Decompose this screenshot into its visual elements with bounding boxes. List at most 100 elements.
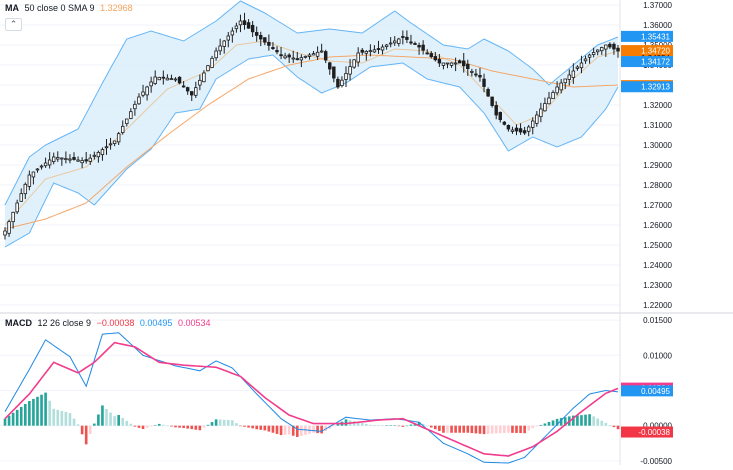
macd-histogram-bar bbox=[214, 419, 218, 426]
candle-body bbox=[291, 57, 295, 60]
macd-legend-signal-value: 0.00534 bbox=[177, 318, 211, 328]
macd-histogram-bar bbox=[442, 425, 445, 433]
macd-histogram-bar bbox=[515, 425, 518, 433]
candle-body bbox=[214, 50, 218, 59]
candle-body bbox=[360, 49, 364, 53]
candle-body bbox=[104, 146, 109, 149]
candle-body bbox=[177, 76, 182, 84]
macd-histogram-bar bbox=[555, 418, 559, 426]
candle-body bbox=[287, 54, 291, 58]
price-axis-tick: 1.22000 bbox=[643, 301, 672, 310]
macd-histogram-bar bbox=[458, 425, 461, 433]
price-axis-tick: 1.32000 bbox=[643, 101, 672, 110]
candle-body bbox=[259, 34, 263, 40]
price-label: 1.32913 bbox=[641, 83, 670, 92]
candle-body bbox=[263, 37, 267, 43]
candle-body bbox=[100, 149, 105, 156]
candle-body bbox=[579, 62, 584, 69]
candle-body bbox=[486, 89, 490, 97]
candle-body bbox=[526, 126, 531, 132]
candle-body bbox=[242, 20, 247, 25]
price-label: 1.35431 bbox=[641, 32, 670, 41]
candle-body bbox=[417, 44, 421, 48]
macd-histogram-bar bbox=[88, 425, 92, 434]
macd-histogram-bar bbox=[373, 425, 376, 426]
candle-body bbox=[121, 125, 125, 133]
candle-body bbox=[535, 114, 539, 124]
candle-body bbox=[307, 54, 312, 57]
price-label: 1.34720 bbox=[641, 47, 670, 56]
macd-histogram-bar bbox=[247, 425, 250, 428]
macd-histogram-bar bbox=[507, 425, 510, 433]
price-label-bg bbox=[621, 81, 673, 93]
candle-body bbox=[116, 133, 121, 143]
macd-histogram-bar bbox=[145, 425, 149, 428]
macd-histogram-bar bbox=[80, 425, 84, 435]
candle-body bbox=[380, 46, 385, 51]
candle-body bbox=[571, 70, 576, 78]
candle-body bbox=[283, 55, 287, 59]
macd-histogram-bar bbox=[68, 413, 72, 426]
candle-body bbox=[206, 65, 210, 72]
macd-histogram-bar bbox=[312, 425, 315, 433]
candle-body bbox=[482, 78, 486, 87]
candle-body bbox=[559, 82, 563, 91]
candle-body bbox=[539, 108, 543, 118]
macd-histogram-bar bbox=[389, 425, 392, 426]
candle-body bbox=[27, 174, 32, 187]
macd-legend-hist-value: −0.00038 bbox=[96, 318, 135, 328]
candle-body bbox=[279, 54, 283, 57]
macd-histogram-bar bbox=[56, 409, 60, 426]
macd-histogram-bar bbox=[425, 425, 429, 427]
price-axis-tick: 1.29000 bbox=[643, 161, 672, 170]
candle-body bbox=[84, 159, 88, 162]
candle-body bbox=[250, 24, 255, 33]
macd-label-bg bbox=[621, 385, 673, 397]
candle-body bbox=[96, 152, 101, 158]
price-axis-tick: 1.36000 bbox=[643, 21, 672, 30]
price-legend: MA 50 close 0 SMA 9 1.32968 bbox=[5, 3, 136, 13]
bollinger-fill bbox=[5, 1, 618, 247]
macd-histogram-bar bbox=[462, 425, 466, 433]
candle-body bbox=[409, 41, 413, 44]
macd-histogram-bar bbox=[271, 425, 275, 433]
candle-body bbox=[462, 60, 466, 67]
macd-histogram-bar bbox=[32, 398, 35, 426]
macd-histogram-bar bbox=[121, 417, 125, 426]
macd-histogram-bar bbox=[401, 425, 405, 427]
macd-histogram-bar bbox=[446, 425, 449, 433]
candle-body bbox=[575, 66, 580, 69]
macd-histogram-bar bbox=[235, 423, 238, 426]
bollinger-upper bbox=[4, 0, 619, 206]
chevron-up-icon[interactable]: ⌃ bbox=[5, 18, 22, 31]
macd-histogram-bar bbox=[190, 425, 194, 430]
candle-body bbox=[234, 25, 239, 30]
macd-histogram-bar bbox=[584, 414, 587, 426]
candle-body bbox=[246, 22, 251, 29]
macd-histogram-bar bbox=[28, 401, 31, 426]
candle-body bbox=[133, 103, 137, 110]
macd-histogram-bar bbox=[48, 400, 51, 426]
candle-body bbox=[275, 49, 279, 53]
signal-line bbox=[4, 341, 619, 457]
macd-histogram-bar bbox=[97, 414, 100, 426]
candle-body bbox=[587, 54, 592, 58]
macd-histogram-bar bbox=[474, 425, 478, 434]
candle-body bbox=[328, 62, 332, 70]
macd-histogram-bar bbox=[486, 425, 490, 434]
candle-body bbox=[332, 66, 336, 79]
macd-histogram-bar bbox=[592, 416, 595, 426]
macd-histogram-bar bbox=[105, 409, 108, 426]
macd-histogram-bar bbox=[563, 417, 567, 426]
macd-histogram-bar bbox=[239, 425, 242, 427]
candle-body bbox=[3, 230, 7, 236]
candle-body bbox=[181, 85, 186, 88]
macd-histogram-bar bbox=[226, 420, 230, 426]
candle-body bbox=[397, 38, 401, 44]
macd-axis-tick: -0.00500 bbox=[640, 457, 672, 465]
macd-histogram-bar bbox=[535, 425, 539, 427]
macd-histogram-bar bbox=[251, 425, 254, 429]
macd-histogram-bar bbox=[84, 425, 88, 445]
macd-histogram-bar bbox=[113, 416, 116, 426]
